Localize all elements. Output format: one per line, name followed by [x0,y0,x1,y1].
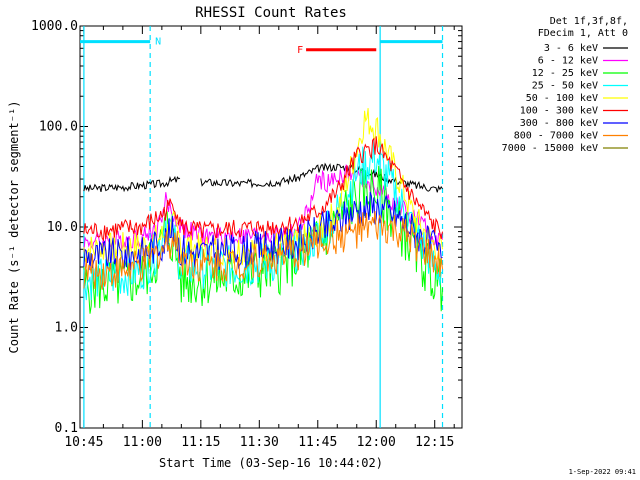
legend-label: 300 - 800 keV [520,118,598,129]
x-tick-label: 11:00 [123,435,162,450]
x-axis-label: Start Time (03-Sep-16 10:44:02) [159,456,383,470]
x-tick-label: 11:45 [298,435,337,450]
series-line [83,136,443,242]
y-tick-label: 1000.0 [31,19,78,34]
flare-bar-label: F [297,45,303,56]
legend-label: 800 - 7000 keV [514,131,598,142]
legend-header: FDecim 1, Att 0 [538,28,628,39]
legend-label: 12 - 25 keV [532,68,598,79]
chart-title: RHESSI Count Rates [195,5,347,21]
x-tick-label: 10:45 [64,435,103,450]
y-axis-label: Count Rate (s⁻¹ detector segment⁻¹) [7,101,21,354]
timestamp: 1-Sep-2022 09:41 [569,468,636,476]
legend-label: 7000 - 15000 keV [502,143,598,154]
y-tick-label: 10.0 [47,220,78,235]
y-tick-label: 0.1 [55,421,78,436]
series-line [83,175,181,193]
legend-label: 3 - 6 keV [544,43,598,54]
legend-label: 100 - 300 keV [520,106,598,117]
legend-label: 6 - 12 keV [538,56,598,67]
legend-header: Det 1f,3f,8f, [550,16,628,27]
series-line [83,108,443,267]
legend-label: 50 - 100 keV [526,93,598,104]
x-tick-label: 11:15 [181,435,220,450]
y-tick-label: 100.0 [39,120,78,135]
series-line [200,162,443,193]
legend-label: 25 - 50 keV [532,81,598,92]
series-line [83,191,443,272]
y-tick-label: 1.0 [55,321,78,336]
x-tick-label: 11:30 [240,435,279,450]
night-bar-label: N [155,37,161,48]
series-line [83,140,443,301]
x-tick-label: 12:15 [415,435,454,450]
series-line [83,210,443,290]
x-tick-label: 12:00 [357,435,396,450]
